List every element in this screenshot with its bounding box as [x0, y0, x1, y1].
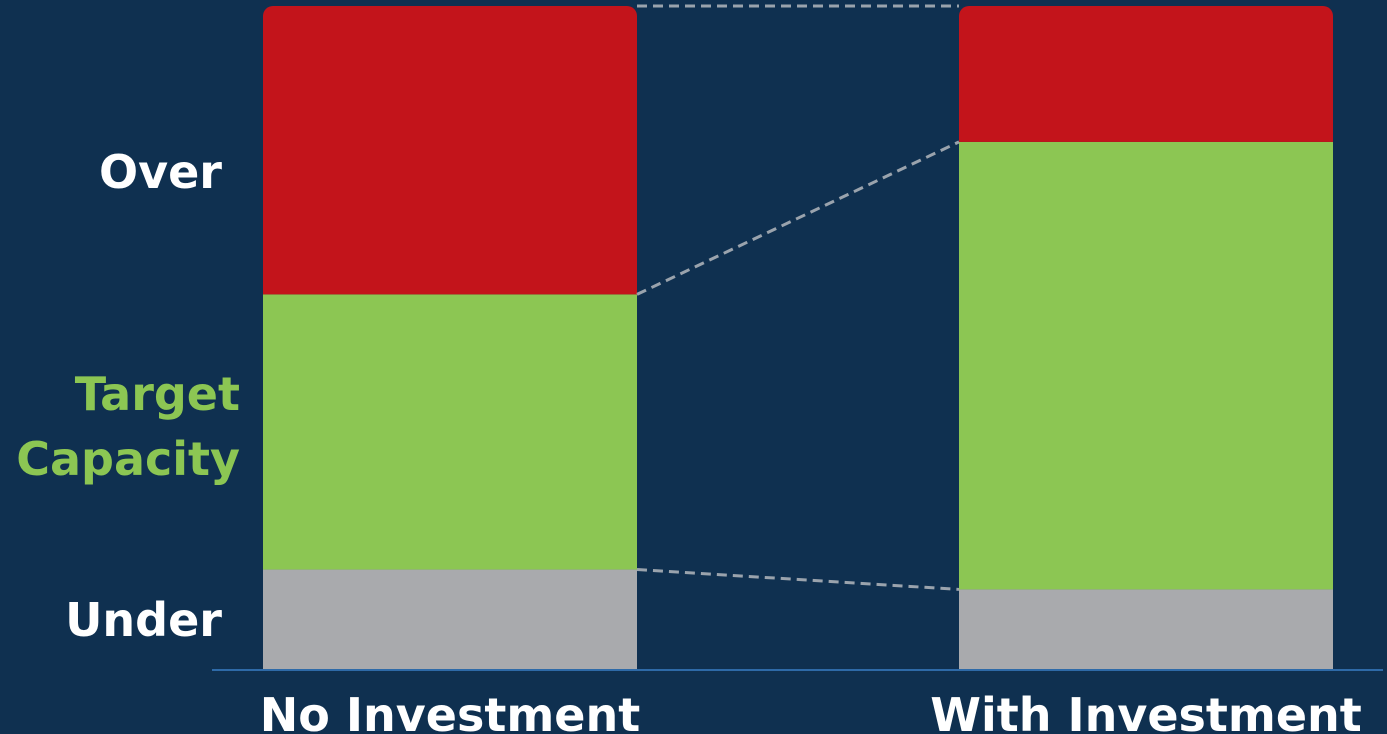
connector-line-1 [636, 568, 960, 591]
bar-over-with-investment [959, 6, 1333, 142]
category-label-no-investment: No Investment [260, 688, 640, 734]
bar-under-with-investment [959, 589, 1333, 669]
bar-group-0 [263, 6, 637, 669]
band-label-under: Under [65, 593, 222, 647]
bar-under-no-investment [263, 569, 637, 669]
connector-line-2 [636, 140, 960, 296]
category-label-with-investment: With Investment [930, 688, 1362, 734]
bar-target-capacity-with-investment [959, 141, 1333, 590]
band-label-target-capacity: Target Capacity [16, 367, 240, 486]
bar-target-capacity-no-investment [263, 294, 637, 570]
bar-group-1 [959, 6, 1333, 669]
band-label-over: Over [99, 145, 222, 199]
bar-over-no-investment [263, 6, 637, 295]
